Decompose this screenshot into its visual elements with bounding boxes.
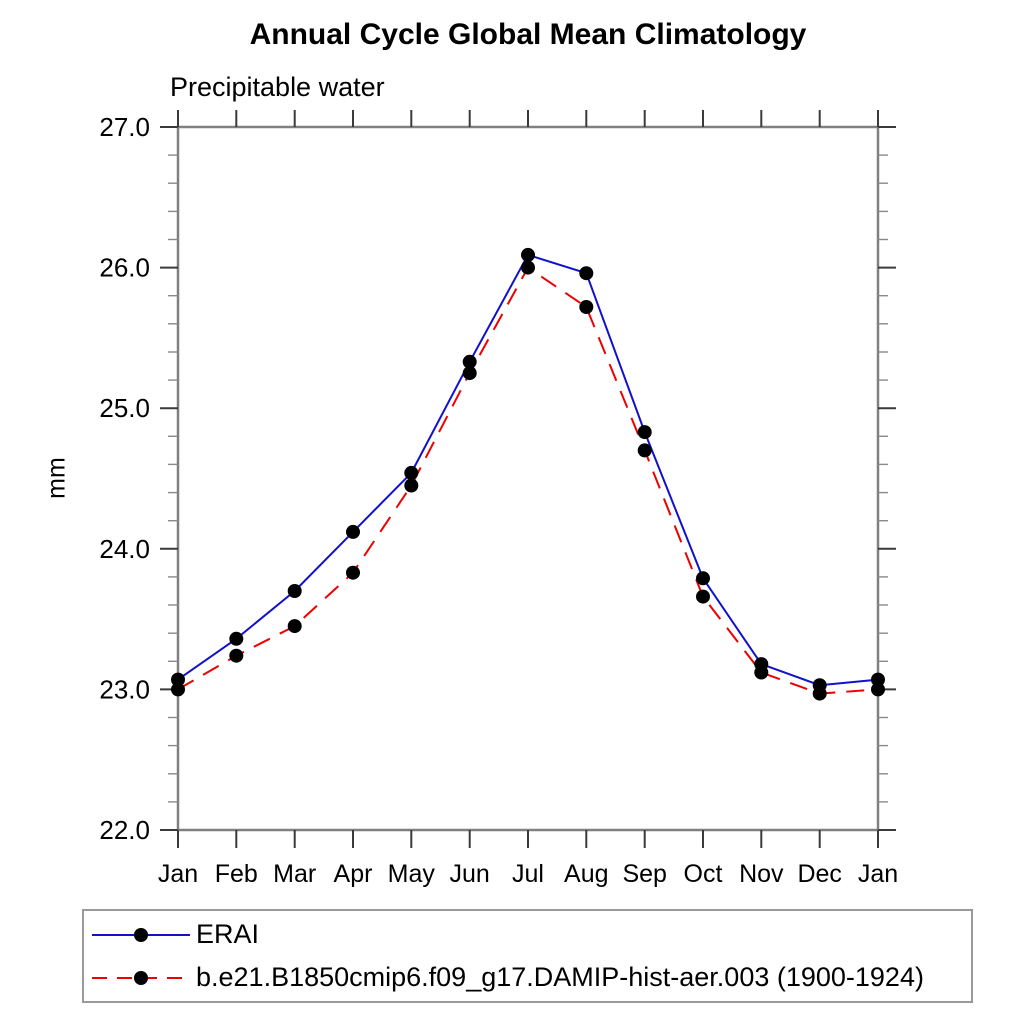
x-tick-label: Nov [739,860,784,888]
data-point-marker [579,266,594,281]
series-line-dashed [177,266,879,695]
page-title: Annual Cycle Global Mean Climatology [249,18,807,51]
data-point-marker [696,589,710,604]
y-tick-label: 24.0 [99,534,150,564]
model-line-sample-icon [92,970,190,985]
data-point-marker [229,648,244,663]
data-point-marker [812,686,827,701]
x-tick-label: Apr [334,860,373,888]
data-point-marker [171,672,185,687]
data-point-marker [404,478,419,493]
plot-frame [176,125,880,832]
legend-marker-icon [134,970,148,985]
data-point-marker [696,571,710,586]
y-tick-label: 25.0 [99,393,150,423]
x-tick-label: Feb [215,860,258,888]
data-point-marker [346,524,360,539]
data-point-marker [637,443,652,458]
data-point-marker [521,247,535,262]
legend-entry-model: b.e21.B1850cmip6.f09_g17.DAMIP-hist-aer.… [90,962,971,993]
data-point-marker [637,425,652,440]
legend-label: ERAI [196,919,260,949]
x-tick-label: Jan [158,860,198,888]
x-tick-label: Jan [858,860,898,888]
data-point-marker [287,619,302,634]
x-tick-label: Oct [684,860,723,888]
y-tick-label: 26.0 [99,253,150,283]
x-tick-label: Jun [450,860,490,888]
chart-subtitle: Precipitable water [170,72,385,102]
data-point-marker [229,631,244,646]
x-tick-label: Aug [564,860,608,888]
x-tick-label: Sep [622,860,666,888]
data-point-marker [346,565,360,580]
x-tick-label: Dec [797,860,841,888]
data-point-marker [404,465,419,480]
data-point-marker [579,300,594,314]
data-point-marker [462,366,477,381]
legend: ERAI b.e21.B1850cmip6.f09_g17.DAMIP-hist… [82,909,973,1003]
data-point-marker [171,682,185,697]
data-point-marker [521,260,535,275]
legend-marker-icon [134,927,148,942]
y-tick-label: 22.0 [99,815,150,845]
data-point-marker [871,682,885,697]
y-tick-label: 27.0 [99,112,150,142]
erai-line-sample-icon [92,927,190,942]
data-point-marker [287,584,302,598]
data-point-marker [754,665,769,680]
x-tick-label: May [388,860,436,888]
data-point-marker [462,354,477,369]
x-tick-label: Mar [273,860,316,888]
series-line-solid [177,253,879,687]
y-tick-label: 23.0 [99,674,150,704]
legend-entry-erai: ERAI [90,919,971,950]
x-tick-label: Jul [512,860,544,888]
data-point-marker [871,672,885,687]
legend-label: b.e21.B1850cmip6.f09_g17.DAMIP-hist-aer.… [196,962,924,992]
